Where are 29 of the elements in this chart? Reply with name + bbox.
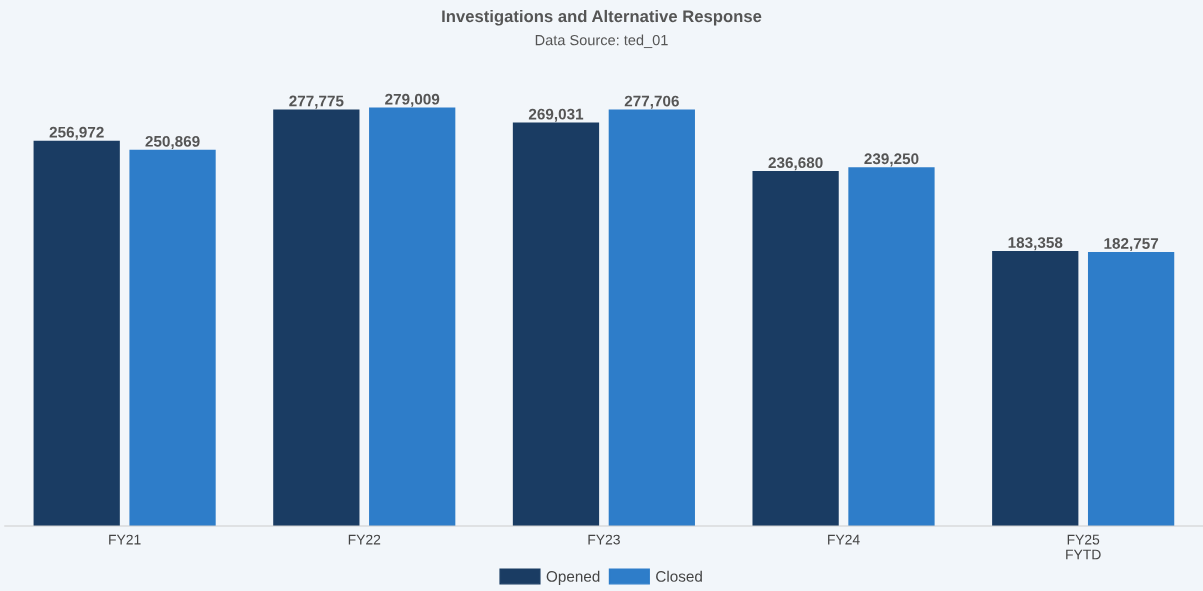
chart-title: Investigations and Alternative Response [442, 9, 762, 26]
data-label: 182,757 [1104, 238, 1159, 252]
x-tick-label: FY22 [348, 534, 381, 545]
data-label: 277,706 [624, 95, 679, 109]
x-tick-label: FY21 [109, 534, 141, 545]
data-label: 183,358 [1008, 237, 1063, 251]
x-tick-label: FY23 [588, 534, 620, 545]
data-label: 236,680 [768, 157, 823, 171]
data-label: 269,031 [528, 108, 584, 122]
data-label: 250,869 [145, 135, 200, 149]
bar [33, 140, 120, 526]
x-tick-label: FY24 [828, 534, 860, 545]
bar [369, 107, 456, 526]
legend-label: Closed [656, 570, 702, 582]
bar [129, 149, 216, 526]
x-tick-label: FY25 FYTD [1066, 534, 1101, 560]
bar [1087, 251, 1175, 526]
bar [273, 109, 360, 526]
legend-label: Opened [546, 570, 600, 585]
bar [608, 109, 695, 526]
data-label: 277,775 [289, 95, 344, 109]
bar [848, 167, 935, 526]
data-label: 279,009 [385, 93, 440, 107]
bar [512, 122, 600, 526]
data-label: 239,250 [864, 153, 919, 167]
bar [752, 171, 839, 526]
bar [992, 251, 1079, 526]
data-label: 256,972 [49, 126, 104, 140]
chart-subtitle: Data Source: ted_01 [535, 34, 668, 49]
